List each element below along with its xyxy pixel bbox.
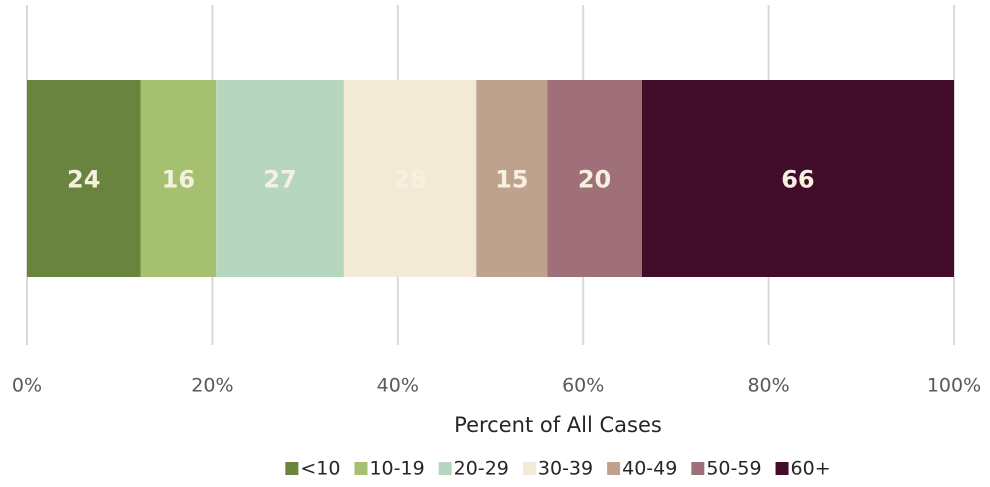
legend-label: 40-49 xyxy=(622,458,677,480)
data-label: 15 xyxy=(495,166,528,194)
x-tick-label: 100% xyxy=(927,375,981,397)
x-tick-label: 0% xyxy=(12,375,42,397)
x-tick-label: 40% xyxy=(377,375,419,397)
legend-label: 10-19 xyxy=(369,458,424,480)
legend-swatch xyxy=(775,462,789,475)
legend-swatch xyxy=(522,462,536,475)
bar-segment xyxy=(343,80,477,277)
x-tick-label: 80% xyxy=(747,375,789,397)
legend-swatch xyxy=(354,462,368,475)
data-label: 28 xyxy=(393,166,426,194)
x-axis-title: Percent of All Cases xyxy=(454,413,662,437)
bar-segment xyxy=(547,80,642,277)
legend-label: 30-39 xyxy=(538,458,593,480)
data-label: 24 xyxy=(67,166,100,194)
data-label: 27 xyxy=(263,166,296,194)
x-tick-label: 20% xyxy=(191,375,233,397)
data-label: 66 xyxy=(781,166,814,194)
legend-label: 50-59 xyxy=(706,458,761,480)
bar-segment xyxy=(641,80,954,277)
data-label: 16 xyxy=(162,166,195,194)
x-tick-label: 60% xyxy=(562,375,604,397)
legend-swatch xyxy=(285,462,299,475)
legend-swatch xyxy=(691,462,705,475)
bar-segment xyxy=(476,80,548,277)
legend-label: 20-29 xyxy=(454,458,509,480)
bar-segment xyxy=(216,80,344,277)
legend-swatch xyxy=(607,462,621,475)
legend-swatch xyxy=(438,462,452,475)
legend-label: 60+ xyxy=(791,458,831,480)
data-label: 20 xyxy=(578,166,611,194)
bar-segment xyxy=(140,80,217,277)
bar-segment xyxy=(27,80,141,277)
legend-label: <10 xyxy=(300,458,340,480)
